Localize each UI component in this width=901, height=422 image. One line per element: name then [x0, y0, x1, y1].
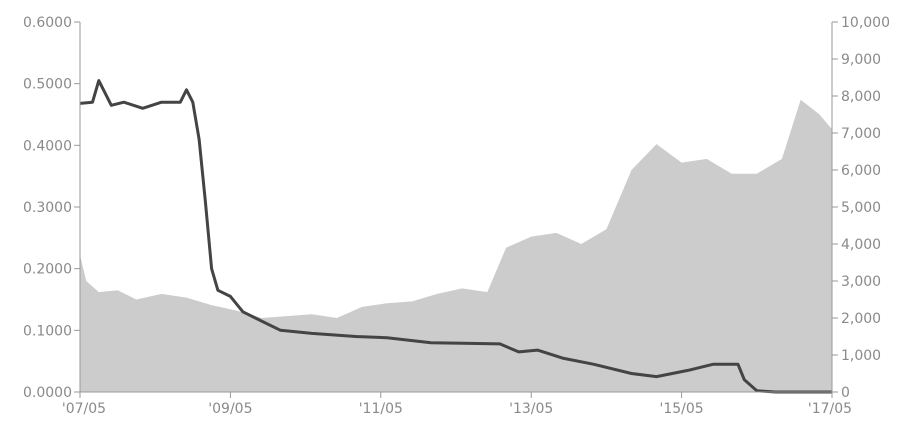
y-right-tick-label: 7,000: [841, 126, 881, 142]
y-right-tick-label: 4,000: [841, 237, 881, 253]
x-tick-label: '09/05: [208, 401, 252, 417]
x-tick-label: '15/05: [659, 401, 703, 417]
y-left-tick-label: 0.6000: [23, 15, 72, 31]
x-tick-label: '11/05: [359, 401, 403, 417]
y-right-tick-label: 8,000: [841, 89, 881, 105]
y-left-tick-label: 0.5000: [23, 77, 72, 93]
y-right-tick-label: 10,000: [841, 15, 890, 31]
y-left-tick-label: 0.1000: [23, 323, 72, 339]
area-series-0: [80, 99, 832, 392]
y-right-tick-label: 3,000: [841, 274, 881, 290]
x-tick-label: '17/05: [808, 401, 852, 417]
y-right-tick-label: 6,000: [841, 163, 881, 179]
line-series-1: [79, 79, 832, 394]
y-left-tick-label: 0.3000: [23, 200, 72, 216]
y-right-tick-label: 1,000: [841, 348, 881, 364]
y-right-tick-label: 0: [841, 385, 850, 401]
x-tick-label: '13/05: [509, 401, 553, 417]
line-series-layer: [79, 79, 832, 394]
x-tick-label: '07/05: [62, 401, 106, 417]
axes-layer: 0.0000 0.1000 0.2000 0.3000 0.4000 0.5000 0.60…: [23, 15, 890, 417]
y-left-tick-label: 0.0000: [23, 385, 72, 401]
y-right-tick-label: 2,000: [841, 311, 881, 327]
y-right-tick-label: 9,000: [841, 52, 881, 68]
area-series-layer: [80, 99, 832, 392]
y-left-tick-label: 0.4000: [23, 138, 72, 154]
y-left-tick-label: 0.2000: [23, 262, 72, 278]
y-right-tick-label: 5,000: [841, 200, 881, 216]
